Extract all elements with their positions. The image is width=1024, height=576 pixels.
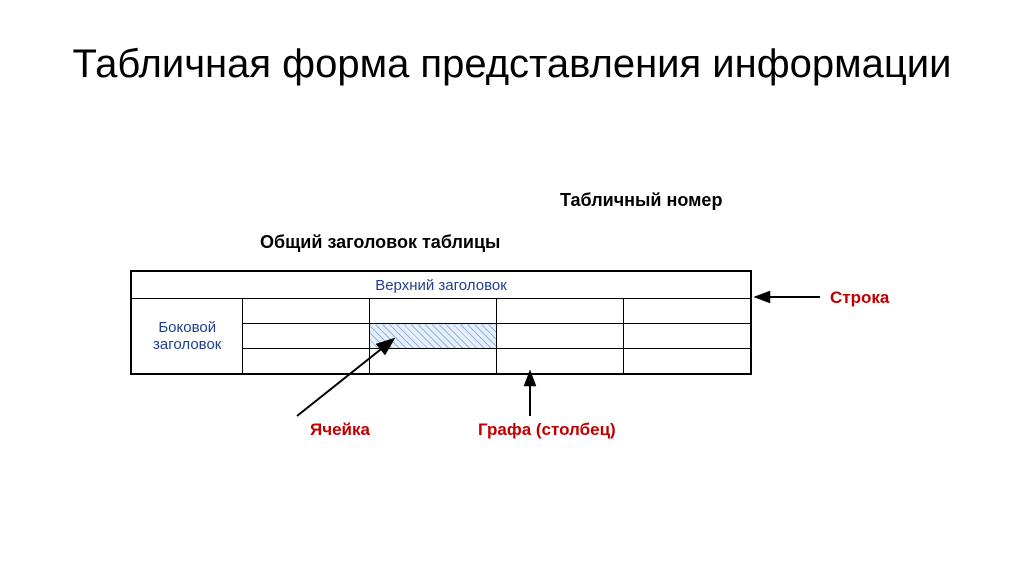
arrow-row	[750, 280, 830, 310]
arrow-cell	[290, 330, 410, 425]
table-title-label: Общий заголовок таблицы	[260, 232, 500, 253]
side-header-line2: заголовок	[153, 336, 221, 353]
table-cell	[623, 299, 750, 324]
callout-column: Графа (столбец)	[478, 420, 616, 440]
table-cell	[623, 349, 750, 374]
table-header-row: Верхний заголовок	[132, 272, 751, 299]
callout-cell: Ячейка	[310, 420, 370, 440]
table-cell	[497, 324, 624, 349]
table-cell	[623, 324, 750, 349]
table-row: Боковой заголовок	[132, 299, 751, 324]
side-header-line1: Боковой	[158, 319, 216, 336]
table-diagram: Верхний заголовок Боковой заголовок	[130, 270, 752, 375]
top-header-cell: Верхний заголовок	[132, 272, 751, 299]
table-number-label: Табличный номер	[560, 190, 722, 211]
side-header-cell: Боковой заголовок	[132, 299, 243, 374]
table-cell	[370, 299, 497, 324]
slide-title: Табличная форма представления информации	[0, 40, 1024, 88]
table-cell	[497, 299, 624, 324]
table-cell	[243, 299, 370, 324]
callout-row: Строка	[830, 288, 889, 308]
arrow-column	[515, 368, 545, 423]
schematic-table: Верхний заголовок Боковой заголовок	[131, 271, 751, 374]
slide: Табличная форма представления информации…	[0, 0, 1024, 576]
